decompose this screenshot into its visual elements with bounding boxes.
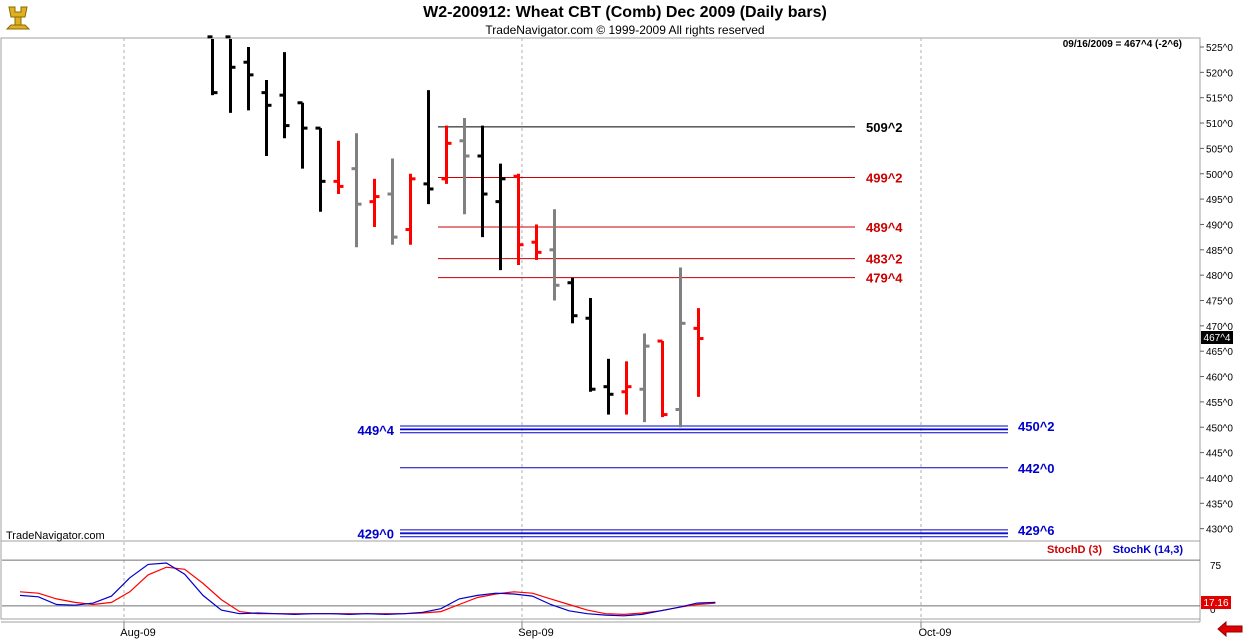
last-quote-label: 09/16/2009 = 467^4 (-2^6) [1063, 39, 1182, 50]
y-tick-label: 490^0 [1206, 220, 1233, 231]
level-label: 442^0 [1018, 461, 1055, 476]
chart-header: W2-200912: Wheat CBT (Comb) Dec 2009 (Da… [0, 0, 1250, 38]
y-tick-label: 435^0 [1206, 499, 1233, 510]
level-label: 483^2 [866, 252, 903, 267]
level-label: 509^2 [866, 120, 903, 135]
x-tick-label: Aug-09 [120, 627, 155, 639]
copyright-subtitle: TradeNavigator.com © 1999-2009 All right… [485, 23, 765, 37]
stochastic-panel: 75 0 [2, 559, 1222, 617]
stoch-value-marker [1201, 596, 1231, 609]
level-label: 429^0 [357, 527, 394, 542]
y-tick-label: 515^0 [1206, 94, 1233, 105]
y-tick-label: 500^0 [1206, 170, 1233, 181]
stoch-series-line [19, 562, 716, 617]
ohlc-bars [207, 35, 704, 428]
y-tick-label: 430^0 [1206, 525, 1233, 536]
y-tick-label: 495^0 [1206, 195, 1233, 206]
level-label: 489^4 [866, 220, 903, 235]
current-price-marker-text: 467^4 [1204, 333, 1231, 344]
legend-stoch-k: StochK (14,3) [1113, 544, 1184, 556]
y-tick-label: 475^0 [1206, 297, 1233, 308]
back-arrow-icon[interactable] [1216, 620, 1244, 638]
y-tick-label: 470^0 [1206, 322, 1233, 333]
legend-stoch-d: StochD (3) [1047, 544, 1102, 556]
chart-title: W2-200912: Wheat CBT (Comb) Dec 2009 (Da… [423, 4, 827, 21]
level-label: 450^2 [1018, 419, 1055, 434]
price-levels: 509^2 499^2 489^4 483^2 479^4 449^4 450^2 442^0… [357, 120, 1054, 542]
level-label: 499^2 [866, 171, 903, 186]
x-tick-label: Sep-09 [518, 627, 553, 639]
level-label: 479^4 [866, 271, 903, 286]
price-y-axis: 525^0 520^0 515^0 510^0 505^0 500^0 495^0 490^0… [1200, 43, 1233, 536]
grid-lines [123, 38, 922, 622]
y-tick-label: 440^0 [1206, 474, 1233, 485]
stoch-panel-frame [0, 540, 1201, 620]
current-price-marker [1201, 331, 1233, 344]
y-tick-label: 465^0 [1206, 347, 1233, 358]
stoch-y-tick-label: 0 [1210, 605, 1216, 616]
watermark-label: TradeNavigator.com [6, 530, 105, 542]
date-x-axis: Aug-09 Sep-09 Oct-09 [120, 622, 952, 639]
x-tick-label: Oct-09 [918, 627, 951, 639]
tradenavigator-logo-icon[interactable] [3, 3, 33, 33]
stoch-value-marker-text: 17.16 [1203, 598, 1228, 609]
y-tick-label: 445^0 [1206, 449, 1233, 460]
stoch-y-tick-label: 75 [1210, 561, 1222, 572]
level-label: 429^6 [1018, 523, 1055, 538]
y-tick-label: 480^0 [1206, 271, 1233, 282]
y-tick-label: 505^0 [1206, 144, 1233, 155]
level-label: 449^4 [357, 423, 394, 438]
y-tick-label: 520^0 [1206, 68, 1233, 79]
y-tick-label: 460^0 [1206, 373, 1233, 384]
y-tick-label: 485^0 [1206, 246, 1233, 257]
y-tick-label: 525^0 [1206, 43, 1233, 54]
y-tick-label: 510^0 [1206, 119, 1233, 130]
y-tick-label: 455^0 [1206, 398, 1233, 409]
y-tick-label: 450^0 [1206, 423, 1233, 434]
